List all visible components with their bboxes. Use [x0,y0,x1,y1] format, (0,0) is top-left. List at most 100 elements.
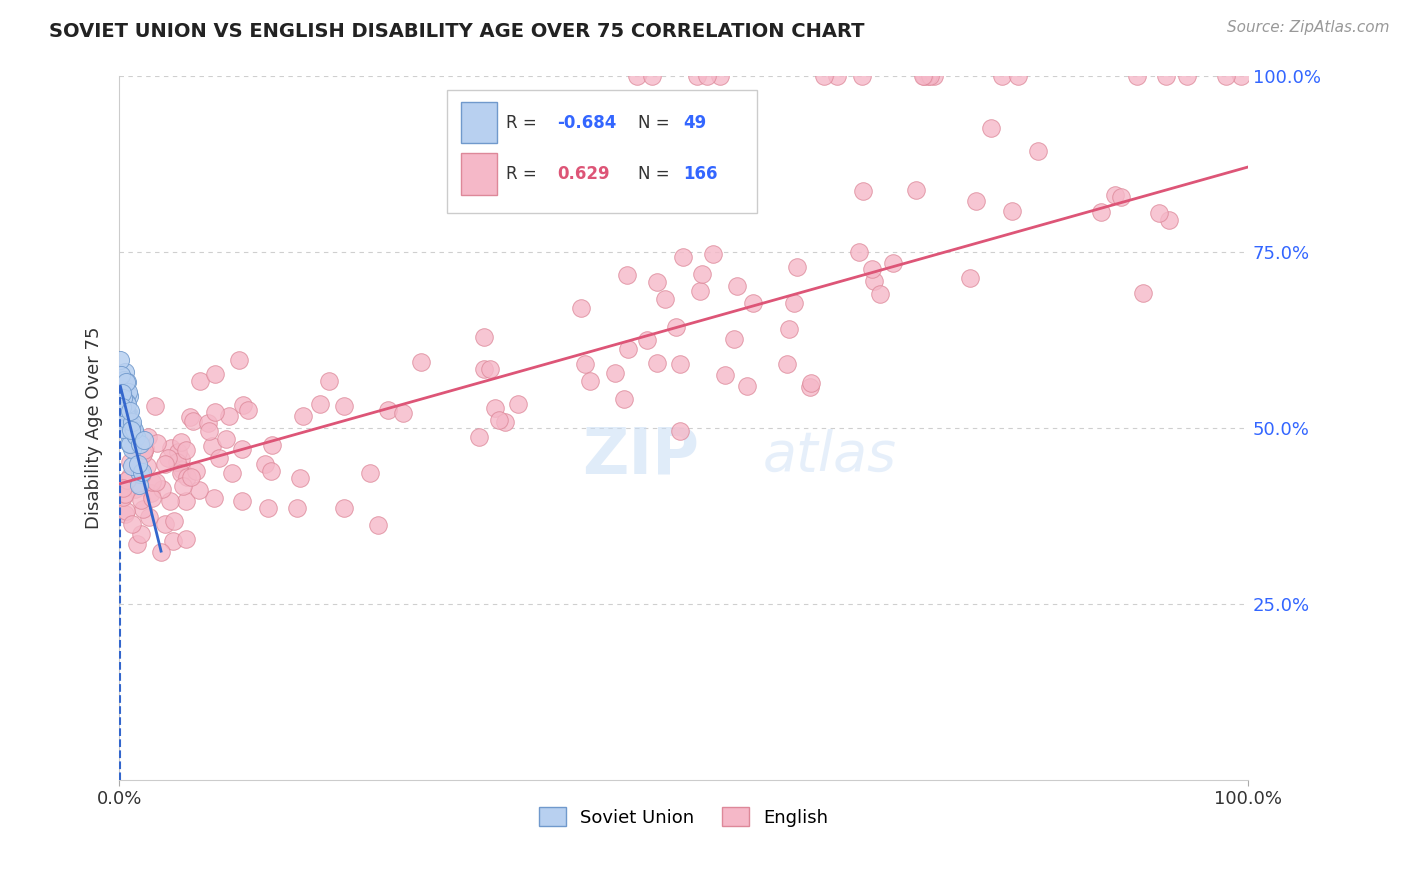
Point [1215,69,1237,83]
Point [221,466,243,480]
Point [603,366,626,380]
Point [479,362,502,376]
Point [725,279,748,293]
Point [318,374,340,388]
Point [204,368,226,382]
Point [800,376,823,391]
Point [153,457,176,471]
Point [197,424,219,438]
Point [146,435,169,450]
Text: 0.629: 0.629 [557,165,610,183]
Point [723,332,745,346]
FancyBboxPatch shape [447,89,756,213]
Point [228,352,250,367]
Point [882,256,904,270]
Point [121,517,143,532]
Text: 49: 49 [683,113,707,132]
Point [920,69,942,83]
Point [111,490,134,504]
Point [121,415,143,429]
Point [110,368,132,382]
Point [184,464,207,478]
Point [124,427,146,442]
Point [115,473,138,487]
Point [616,268,638,282]
Point [111,481,134,495]
Point [905,183,928,197]
Point [332,501,354,516]
Point [696,69,718,83]
Point [204,405,226,419]
Point [120,455,142,469]
Point [112,373,135,387]
Point [862,262,884,277]
Point [129,437,152,451]
Point [132,444,155,458]
Point [690,267,713,281]
Point [231,493,253,508]
Point [120,403,142,417]
Point [134,442,156,456]
Point [174,442,197,457]
Point [965,194,987,208]
Point [668,357,690,371]
Point [143,400,166,414]
Point [290,471,312,485]
Point [645,356,668,370]
Point [959,271,981,285]
Point [494,416,516,430]
Point [128,477,150,491]
Point [702,247,724,261]
Point [260,437,283,451]
Text: R =: R = [506,113,543,132]
Point [124,429,146,443]
Text: -0.684: -0.684 [557,113,617,132]
Point [991,69,1014,83]
Point [111,400,134,414]
Point [668,424,690,438]
Point [786,260,808,274]
Point [114,395,136,409]
Point [201,439,224,453]
Point [131,467,153,481]
Point [160,441,183,455]
Point [110,385,132,400]
Point [654,292,676,306]
Point [778,322,800,336]
Point [180,470,202,484]
Point [259,465,281,479]
Point [208,450,231,465]
Point [813,69,835,83]
Point [484,401,506,415]
Point [170,452,193,467]
Text: N =: N = [638,113,675,132]
Point [110,386,132,401]
Text: ZIP: ZIP [582,425,699,487]
Point [179,409,201,424]
Point [166,455,188,469]
Point [1026,144,1049,158]
Point [110,390,132,404]
Point [114,487,136,501]
Point [911,69,934,83]
Point [238,403,260,417]
Point [114,403,136,417]
Point [141,491,163,505]
Point [115,504,138,518]
Point [197,416,219,430]
Point [1090,204,1112,219]
Point [128,476,150,491]
Point [170,466,193,480]
FancyBboxPatch shape [461,102,498,144]
Point [111,386,134,401]
Point [1156,69,1178,83]
Point [579,375,602,389]
Point [645,276,668,290]
Point [132,447,155,461]
Point [218,409,240,423]
Point [472,330,495,344]
Point [912,69,935,83]
Point [377,403,399,417]
Point [135,458,157,473]
Text: Source: ZipAtlas.com: Source: ZipAtlas.com [1226,20,1389,35]
